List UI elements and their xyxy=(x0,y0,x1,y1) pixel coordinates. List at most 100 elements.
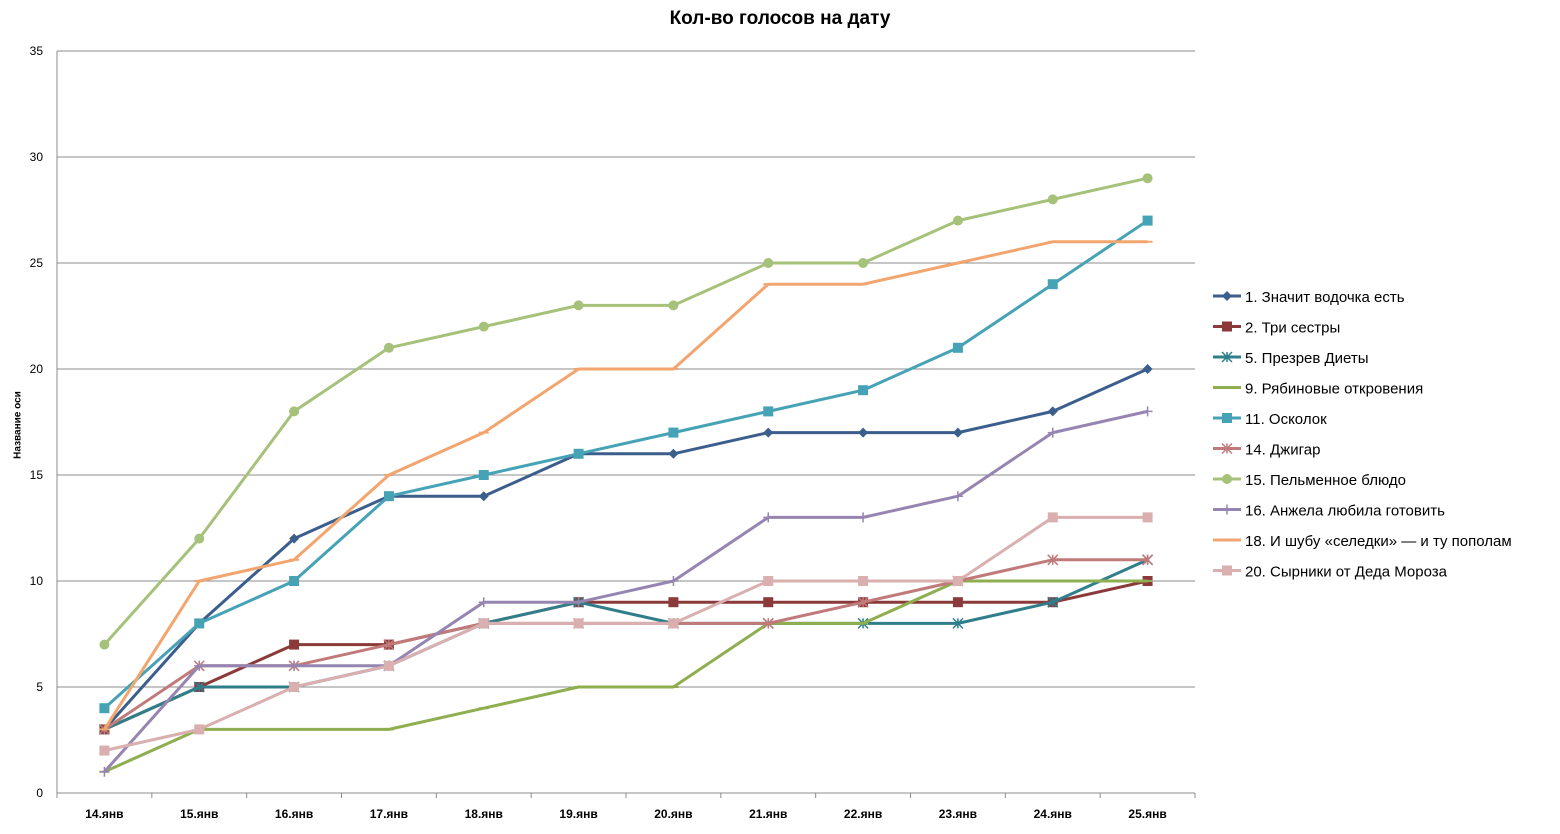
legend-item: 18. И шубу «селедки» — и ту пополам xyxy=(1213,533,1512,550)
data-point xyxy=(289,406,300,417)
legend-item: 5. Презрев Диеты xyxy=(1213,350,1369,367)
x-tick-label: 19.янв xyxy=(559,807,597,821)
legend-item: 16. Анжела любила готовить xyxy=(1213,503,1445,520)
y-tick-label: 35 xyxy=(30,44,44,58)
data-point xyxy=(858,427,869,438)
data-point xyxy=(763,406,774,417)
data-point xyxy=(573,300,584,311)
data-point xyxy=(573,618,584,629)
series-2 xyxy=(99,576,1153,735)
data-point xyxy=(289,639,300,650)
series-line xyxy=(103,176,1148,646)
data-point xyxy=(289,660,300,671)
legend-label: 16. Анжела любила готовить xyxy=(1245,503,1445,520)
data-point xyxy=(763,512,774,523)
data-point xyxy=(1047,596,1059,608)
y-tick-label: 5 xyxy=(36,680,43,694)
x-tick-label: 24.янв xyxy=(1034,807,1072,821)
x-tick-label: 21.янв xyxy=(749,807,787,821)
legend-swatch-marker xyxy=(1222,474,1232,484)
data-point xyxy=(193,681,205,693)
data-point xyxy=(952,491,963,502)
data-point xyxy=(952,427,963,438)
series-7 xyxy=(99,173,1153,650)
data-point xyxy=(763,576,774,586)
data-point xyxy=(763,597,774,608)
series-line xyxy=(103,579,1148,731)
data-point xyxy=(1047,406,1058,417)
data-point xyxy=(383,491,394,502)
data-point xyxy=(858,512,869,523)
series-line xyxy=(103,558,1148,731)
legend-label: 14. Джигар xyxy=(1245,442,1320,459)
data-point xyxy=(478,491,489,502)
legend-item: 1. Значит водочка есть xyxy=(1213,289,1405,306)
data-point xyxy=(1047,194,1058,205)
data-point xyxy=(99,766,110,777)
data-point xyxy=(952,597,963,608)
data-point xyxy=(858,576,869,586)
data-point xyxy=(1142,554,1154,566)
data-point xyxy=(99,703,110,714)
series-1 xyxy=(99,364,1153,735)
data-point xyxy=(194,660,205,671)
data-point xyxy=(383,660,394,671)
data-point xyxy=(289,533,300,544)
y-tick-label: 30 xyxy=(30,150,44,164)
legend-label: 2. Три сестры xyxy=(1245,320,1340,337)
data-point xyxy=(668,427,679,438)
data-point xyxy=(99,639,110,650)
legend-label: 1. Значит водочка есть xyxy=(1245,289,1405,306)
data-point xyxy=(194,618,205,629)
data-point xyxy=(194,724,205,735)
data-point xyxy=(1142,512,1153,523)
data-point xyxy=(99,745,110,756)
data-point xyxy=(668,597,679,608)
y-tick-label: 15 xyxy=(30,468,44,482)
legend-swatch-marker xyxy=(1221,442,1233,455)
data-point xyxy=(383,342,394,353)
data-point xyxy=(858,385,869,396)
x-tick-label: 16.янв xyxy=(275,807,313,821)
x-tick-label: 25.янв xyxy=(1128,807,1166,821)
series-line xyxy=(103,409,1148,773)
data-point xyxy=(289,576,300,586)
series-8 xyxy=(99,406,1153,777)
data-point xyxy=(1142,406,1153,417)
legend-swatch-marker xyxy=(1221,351,1233,363)
y-tick-label: 0 xyxy=(36,786,43,800)
data-point xyxy=(762,617,774,629)
data-point xyxy=(194,533,205,544)
legend-label: 15. Пельменное блюдо xyxy=(1245,472,1406,489)
legend-swatch-marker xyxy=(1222,504,1232,515)
x-tick-label: 18.янв xyxy=(465,807,503,821)
legend-swatch-marker xyxy=(1222,565,1232,576)
data-point xyxy=(952,342,963,353)
y-tick-label: 25 xyxy=(30,256,44,270)
y-tick-label: 20 xyxy=(30,362,44,376)
legend-label: 5. Презрев Диеты xyxy=(1245,350,1369,367)
data-point xyxy=(858,258,869,268)
legend-label: 20. Сырники от Деда Мороза xyxy=(1245,564,1448,581)
series-9 xyxy=(99,240,1153,731)
series-5 xyxy=(99,215,1153,714)
y-tick-label: 10 xyxy=(30,574,44,588)
series-10 xyxy=(99,512,1153,756)
data-point xyxy=(952,215,963,226)
data-point xyxy=(573,597,584,608)
legend-swatch-marker xyxy=(1222,291,1232,301)
series-line xyxy=(103,579,1148,774)
data-point xyxy=(1142,173,1153,184)
data-point xyxy=(1142,364,1153,374)
data-point xyxy=(1047,512,1058,523)
data-point xyxy=(478,618,489,629)
legend-swatch-marker xyxy=(1222,413,1232,423)
series-line xyxy=(103,219,1149,710)
chart-title: Кол-во голосов на дату xyxy=(669,8,891,29)
series-4 xyxy=(99,579,1153,774)
legend-item: 2. Три сестры xyxy=(1213,320,1340,337)
legend-item: 14. Джигар xyxy=(1213,442,1320,459)
x-tick-label: 22.янв xyxy=(844,807,882,821)
data-point xyxy=(952,576,963,586)
